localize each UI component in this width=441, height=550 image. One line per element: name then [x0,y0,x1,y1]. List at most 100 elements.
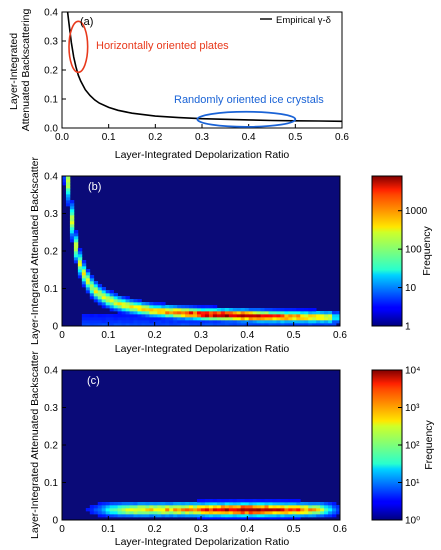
panel-b-heatmap-cell [129,302,134,306]
panel-b-heatmap-cell [268,311,273,315]
panel-c-heatmap-cell [97,508,103,512]
panel-c-heatmap-cell [121,514,126,518]
panel-b-heatmap-cell [312,317,317,321]
panel-c-heatmap-cell [220,505,226,509]
panel-a-ylabel: Layer-Integrated Attenuated Backscatteri… [8,9,32,132]
panel-c-heatmap-cell [204,517,210,521]
panel-b-heatmap-cell [173,308,178,312]
panel-c-heatmap-cell [236,517,242,521]
panel-b-heatmap-cell [272,320,277,324]
panel-b-heatmap-cell [153,323,158,327]
panel-c-heatmap-cell [153,514,158,518]
panel-c-heatmap-cell [300,508,305,512]
panel-c-heatmap-cell [324,505,329,509]
panel-b-heatmap-cell [153,305,158,309]
panel-c-heatmap-cell [101,511,107,515]
panel-c-heatmap-cell [224,502,230,506]
panel-c-heatmap-cell [276,514,281,518]
panel-c-heatmap-cell [117,514,122,518]
panel-c-heatmap-cell [201,514,206,518]
panel-b-heatmap-cell [125,302,130,306]
panel-b-heatmap-cell [97,287,103,291]
panel-c-xlabel: Layer-Integrated Depolarization Ratio [115,536,290,548]
panel-b-heatmap-cell [101,317,107,321]
panel-b-heatmap-cell [181,317,186,321]
panel-b-heatmap-cell [276,317,281,321]
panel-b-heatmap-cell [69,224,75,228]
panel-b-heatmap-cell [149,317,154,321]
panel-b-heatmap-cell [284,314,289,318]
panel-c-heatmap-cell [232,517,238,521]
panel-c-heatmap-cell [332,511,337,515]
panel-b-heatmap-cell [264,323,269,327]
panel-b-heatmap-cell [73,248,79,252]
panel-a-ytick-label: 0.3 [44,37,58,48]
panel-c-heatmap-cell [280,499,285,503]
panel-b-heatmap-cell [272,311,277,315]
panel-b-ytick-label: 0 [52,322,58,333]
panel-b-heatmap-cell [304,320,309,324]
panel-b-heatmap-cell [204,308,210,312]
panel-c-xtick-label: 0.1 [101,524,115,535]
panel-b-heatmap-cell [137,317,142,321]
panel-c-heatmap-cell [232,514,238,518]
panel-b-heatmap-cell [236,320,242,324]
panel-b-heatmap-cell [272,308,277,312]
panel-c-heatmap-cell [252,505,257,509]
panel-c-heatmap-cell [240,508,246,512]
panel-b-heatmap-cell [276,320,281,324]
panel-b-heatmap-cell [177,311,182,315]
panel-c-heatmap-cell [332,502,337,506]
panel-a-ytick-label: 0.0 [44,124,58,135]
panel-c-heatmap-cell [193,511,198,515]
panel-c-heatmap-cell [268,508,273,512]
panel-c-heatmap-cell [312,511,317,515]
panel-a-label: (a) [80,16,93,28]
panel-c-heatmap-cell [157,514,162,518]
panel-b-heatmap-cell [137,305,142,309]
panel-b-heatmap-cell [296,308,301,312]
panel-b-heatmap-cell [308,320,313,324]
panel-c-heatmap-cell [153,502,158,506]
panel-c-heatmap-cell [224,511,230,515]
panel-b-heatmap-cell [185,305,190,309]
panel-b-heatmap-cell [292,311,297,315]
panel-b-heatmap-cell [65,182,71,186]
panel-b-heatmap-cell [117,296,122,300]
panel-b-heatmap-cell [208,305,214,309]
panel-c-heatmap-cell [161,511,166,515]
panel-c-heatmap-cell [101,502,107,506]
panel-c-heatmap-cell [201,499,206,503]
panel-c-heatmap-cell [121,511,126,515]
panel-b-heatmap-cell [73,251,79,255]
panel-b-heatmap-cell [133,314,138,318]
panel-c-heatmap-cell [284,505,289,509]
panel-b-heatmap-cell [73,260,79,264]
panel-b-heatmap-cell [101,305,107,309]
panel-b-heatmap-cell [224,320,230,324]
panel-b-heatmap-cell [165,320,170,324]
panel-c-heatmap-cell [177,514,182,518]
panel-c-heatmap-cell [236,514,242,518]
panel-b-heatmap-cell [89,284,95,288]
panel-c-heatmap-cell [224,517,230,521]
panel-b-heatmap-cell [153,302,158,306]
panel-c-heatmap-cell [165,508,170,512]
panel-c-xtick-label: 0.5 [287,524,301,535]
panel-c-ytick-label: 0.1 [44,478,58,489]
panel-b-label: (b) [88,181,101,193]
panel-c-heatmap-cell [308,511,313,515]
panel-a-xlabel: Layer-Integrated Depolarization Ratio [115,149,290,161]
panel-c-heatmap-cell [296,499,301,503]
panel-c-heatmap-cell [300,511,305,515]
ice-crystals-annotation: Randomly oriented ice crystals [174,94,324,106]
panel-c-heatmap-cell [129,514,134,518]
panel-b-heatmap-cell [236,314,242,318]
panel-c-heatmap-cell [149,514,154,518]
panel-b-heatmap-cell [121,299,126,303]
panel-b-xlabel: Layer-Integrated Depolarization Ratio [115,343,290,355]
panel-b-heatmap-cell [224,317,230,321]
panel-b-heatmap-cell [117,314,122,318]
panel-b-heatmap-cell [109,305,114,309]
panel-b-heatmap-cell [121,320,126,324]
